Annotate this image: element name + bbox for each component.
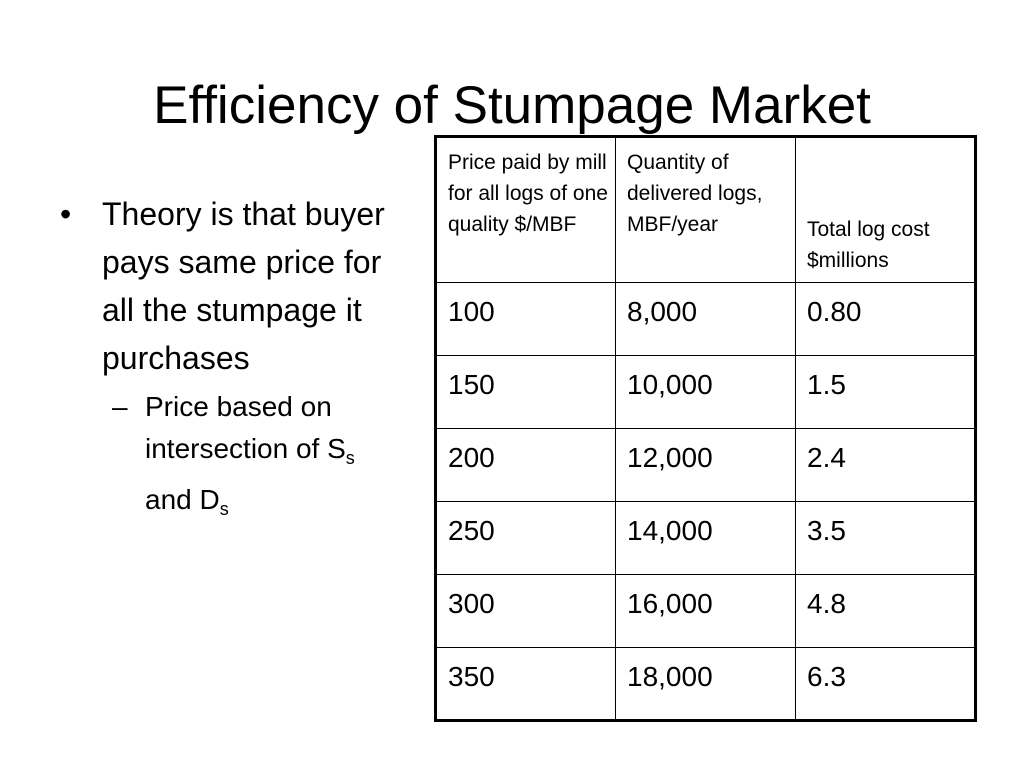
stumpage-table: Price paid by mill for all logs of one q… <box>434 135 977 722</box>
table-header-row: Price paid by mill for all logs of one q… <box>435 136 976 283</box>
table-cell-quantity: 18,000 <box>615 647 796 721</box>
table-cell-quantity: 16,000 <box>615 574 796 648</box>
sub-bullet-text: Price based on intersection of S <box>145 391 346 464</box>
table-cell-price: 200 <box>435 428 616 502</box>
subscript-demand: s <box>219 499 229 519</box>
table-row: 300 16,000 4.8 <box>435 574 976 648</box>
table-row: 100 8,000 0.80 <box>435 282 976 356</box>
table-cell-quantity: 8,000 <box>615 282 796 356</box>
table-cell-total-cost: 2.4 <box>795 428 976 502</box>
sub-bullet-marker: – <box>112 391 128 422</box>
table-cell-total-cost: 1.5 <box>795 355 976 429</box>
sub-bullet-text-middle: and D <box>145 484 220 515</box>
table-row: 200 12,000 2.4 <box>435 428 976 502</box>
table-cell-total-cost: 3.5 <box>795 501 976 575</box>
header-quantity: Quantity of delivered logs, MBF/year <box>615 136 796 283</box>
bullet-item: • Theory is that buyer pays same price f… <box>60 190 400 382</box>
table-row: 250 14,000 3.5 <box>435 501 976 575</box>
table-row: 350 18,000 6.3 <box>435 647 976 721</box>
table-cell-total-cost: 0.80 <box>795 282 976 356</box>
subscript-supply: s <box>345 448 355 468</box>
header-price: Price paid by mill for all logs of one q… <box>435 136 616 283</box>
table-cell-total-cost: 4.8 <box>795 574 976 648</box>
table-row: 150 10,000 1.5 <box>435 355 976 429</box>
slide-title: Efficiency of Stumpage Market <box>153 75 871 135</box>
table-cell-price: 350 <box>435 647 616 721</box>
bullet-marker: • <box>60 196 72 232</box>
table-cell-quantity: 10,000 <box>615 355 796 429</box>
table-cell-price: 100 <box>435 282 616 356</box>
bullet-list: • Theory is that buyer pays same price f… <box>60 190 400 530</box>
table-cell-quantity: 14,000 <box>615 501 796 575</box>
table-cell-quantity: 12,000 <box>615 428 796 502</box>
header-total-cost: Total log cost $millions <box>795 136 976 283</box>
table-cell-price: 250 <box>435 501 616 575</box>
table-cell-price: 150 <box>435 355 616 429</box>
table-cell-total-cost: 6.3 <box>795 647 976 721</box>
bullet-text: Theory is that buyer pays same price for… <box>102 196 385 376</box>
table-cell-price: 300 <box>435 574 616 648</box>
sub-bullet-item: – Price based on intersection of Ss and … <box>112 386 400 530</box>
